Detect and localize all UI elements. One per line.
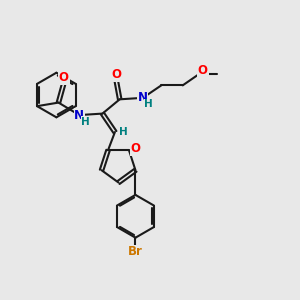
Text: H: H <box>119 127 128 137</box>
Text: Br: Br <box>128 245 143 259</box>
Text: O: O <box>59 71 69 84</box>
Text: O: O <box>130 142 140 155</box>
Text: N: N <box>74 109 84 122</box>
Text: H: H <box>81 117 90 127</box>
Text: N: N <box>138 91 148 104</box>
Text: O: O <box>198 64 208 77</box>
Text: O: O <box>111 68 121 81</box>
Text: H: H <box>144 99 153 110</box>
